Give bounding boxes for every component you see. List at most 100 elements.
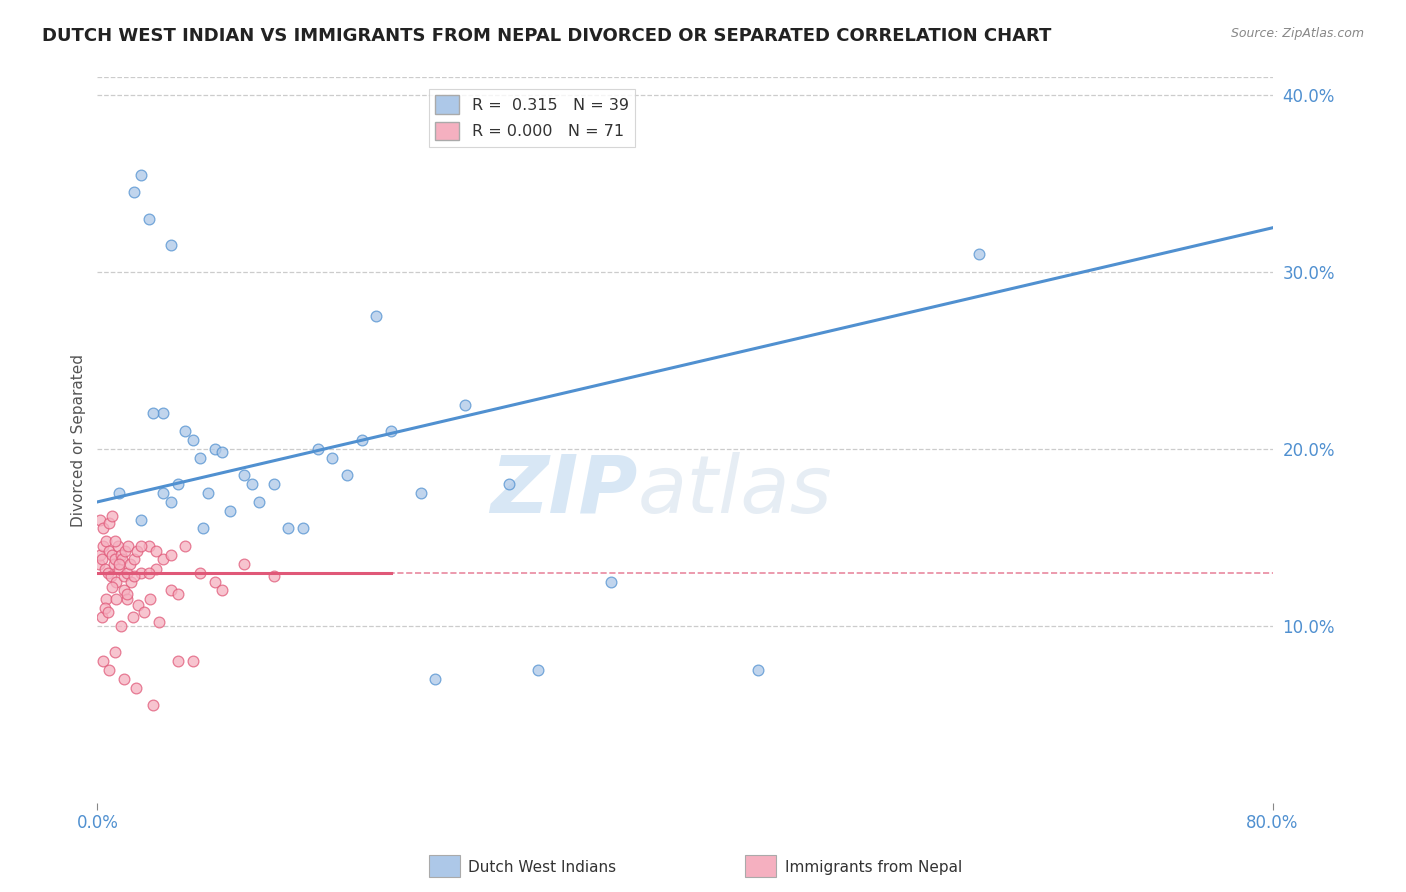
Point (167, 477, 190, 491)
Point (115, 592, 138, 607)
Point (292, 521, 315, 535)
Point (105, 592, 128, 607)
Point (114, 544, 136, 558)
Point (366, 309, 388, 323)
Point (167, 587, 190, 601)
Point (967, 247, 990, 261)
Point (104, 533, 127, 548)
Point (131, 566, 153, 580)
Point (127, 598, 149, 612)
Point (98, 516, 121, 530)
Point (115, 566, 138, 580)
Point (131, 168, 153, 182)
Point (263, 569, 285, 583)
Point (98, 544, 121, 558)
Point (118, 557, 141, 571)
Point (93, 562, 115, 576)
Text: atlas: atlas (638, 451, 832, 530)
Point (96, 533, 118, 548)
Point (91, 539, 114, 553)
Point (122, 186, 145, 200)
Point (110, 548, 132, 562)
Point (108, 557, 131, 571)
Point (89, 548, 111, 562)
Point (121, 610, 143, 624)
Point (350, 433, 373, 447)
Point (138, 539, 160, 553)
Point (263, 477, 285, 491)
Legend: R =  0.315   N = 39, R = 0.000   N = 71: R = 0.315 N = 39, R = 0.000 N = 71 (429, 89, 636, 146)
Point (122, 551, 145, 566)
Point (93, 601, 115, 615)
Point (336, 468, 359, 483)
Point (97, 605, 120, 619)
Point (174, 424, 197, 438)
Point (101, 548, 124, 562)
Point (125, 544, 148, 558)
Point (247, 495, 270, 509)
Point (307, 442, 329, 456)
Point (96, 592, 118, 607)
Point (188, 566, 211, 580)
Point (498, 477, 520, 491)
Point (104, 551, 127, 566)
Point (747, 663, 769, 677)
Point (145, 544, 167, 558)
Point (108, 486, 131, 500)
Point (204, 574, 226, 589)
Point (105, 574, 128, 589)
Point (100, 569, 122, 583)
Point (218, 504, 240, 518)
Point (120, 574, 142, 589)
Point (104, 645, 127, 659)
Text: Source: ZipAtlas.com: Source: ZipAtlas.com (1230, 27, 1364, 40)
Point (527, 663, 550, 677)
Point (98, 663, 121, 677)
Point (181, 433, 204, 447)
Point (103, 557, 125, 571)
Point (409, 486, 432, 500)
Point (112, 569, 135, 583)
Text: Dutch West Indians: Dutch West Indians (468, 861, 616, 875)
Point (91, 521, 114, 535)
Point (233, 468, 256, 483)
Point (138, 211, 160, 226)
Point (112, 583, 135, 598)
Point (181, 654, 204, 668)
Point (131, 513, 153, 527)
Text: ZIP: ZIP (491, 451, 638, 530)
Text: DUTCH WEST INDIAN VS IMMIGRANTS FROM NEPAL DIVORCED OR SEPARATED CORRELATION CHA: DUTCH WEST INDIAN VS IMMIGRANTS FROM NEP… (42, 27, 1052, 45)
Point (91, 654, 114, 668)
Point (191, 521, 214, 535)
Point (107, 539, 129, 553)
Point (101, 509, 124, 524)
Point (600, 574, 623, 589)
Point (148, 615, 170, 630)
Point (124, 681, 146, 695)
Point (117, 539, 139, 553)
Point (108, 562, 131, 576)
Point (111, 551, 134, 566)
Point (152, 551, 174, 566)
Point (321, 450, 343, 465)
Point (139, 592, 162, 607)
Point (112, 672, 135, 686)
Point (211, 445, 233, 459)
Point (277, 521, 299, 535)
Point (152, 486, 174, 500)
Point (159, 548, 181, 562)
Point (101, 580, 124, 594)
Point (90, 551, 112, 566)
Point (159, 495, 181, 509)
Y-axis label: Divorced or Separated: Divorced or Separated (72, 353, 86, 526)
Point (97, 566, 120, 580)
Point (211, 583, 233, 598)
Text: Immigrants from Nepal: Immigrants from Nepal (785, 861, 962, 875)
Point (122, 569, 145, 583)
Point (188, 450, 211, 465)
Point (159, 583, 181, 598)
Point (453, 398, 475, 412)
Point (204, 442, 226, 456)
Point (174, 539, 197, 553)
Point (87, 557, 110, 571)
